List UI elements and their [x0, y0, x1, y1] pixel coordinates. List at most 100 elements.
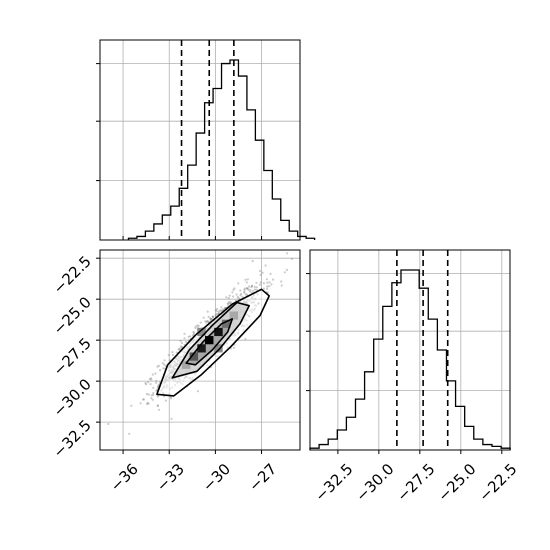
scatter-point [130, 404, 133, 407]
scatter-point [179, 339, 182, 343]
scatter-point [243, 287, 246, 290]
scatter-point [183, 337, 186, 340]
hist1-frame [99, 39, 301, 241]
hist2-x-tick-label: −32.5 [311, 460, 356, 505]
scatter-point [249, 290, 252, 293]
density-cell [214, 327, 223, 337]
scatter-point [218, 311, 221, 314]
scatter-point [197, 324, 200, 327]
scatter-point [167, 354, 170, 357]
scatter-point [163, 359, 166, 362]
scatter-x-tick-label: −33 [153, 460, 188, 495]
scatter-point [149, 377, 152, 380]
scatter-point [204, 320, 207, 323]
scatter-point [258, 269, 261, 273]
scatter-point [157, 384, 160, 387]
scatter-point [247, 288, 250, 291]
scatter-point [145, 392, 148, 396]
scatter-point [150, 397, 153, 400]
scatter-point [157, 408, 161, 411]
density-cell [221, 319, 231, 328]
scatter-point [226, 303, 229, 306]
scatter-point [150, 378, 153, 381]
scatter-point [210, 317, 213, 321]
scatter-point [250, 286, 253, 289]
scatter-point [180, 342, 184, 345]
scatter-point [210, 317, 213, 320]
scatter-point [164, 399, 167, 402]
scatter-point [150, 394, 153, 397]
contour-line-outer [156, 288, 271, 397]
scatter-point [262, 282, 265, 285]
scatter-x-tick-label: −27 [245, 460, 280, 495]
scatter-point [232, 346, 236, 349]
scatter-point [228, 302, 231, 305]
scatter-point [209, 317, 212, 320]
scatter-point [128, 432, 131, 435]
scatter-point [264, 264, 267, 267]
scatter-point [270, 283, 273, 286]
scatter-point [226, 302, 230, 305]
scatter-point [243, 290, 246, 293]
density-cell [229, 311, 239, 320]
density-cell [197, 344, 206, 353]
scatter-point [268, 285, 271, 288]
scatter-point [246, 287, 249, 290]
scatter-point [170, 397, 173, 400]
scatter-point [196, 390, 199, 393]
scatter-point [156, 404, 159, 407]
scatter-point [262, 287, 265, 290]
scatter-point [229, 301, 233, 304]
scatter-point [215, 307, 219, 311]
scatter-point [280, 284, 283, 287]
scatter-point [239, 294, 242, 297]
scatter-y-tick-label: −32.5 [50, 416, 95, 461]
scatter-point [253, 285, 256, 288]
scatter-point [159, 369, 162, 372]
scatter-point [228, 294, 231, 297]
scatter-point [206, 320, 209, 323]
density-cell [205, 336, 214, 345]
hist2-x-tick-label: −27.5 [393, 460, 438, 505]
scatter-point [184, 341, 188, 344]
hist2-steps [309, 269, 511, 450]
scatter-y-tick-label: −22.5 [50, 252, 95, 297]
scatter-point [142, 398, 146, 401]
density-cell [189, 352, 199, 361]
scatter-point [151, 373, 154, 376]
scatter-point [205, 321, 208, 324]
scatter-point [247, 285, 251, 288]
scatter-point [266, 287, 269, 290]
scatter-point [239, 289, 242, 292]
scatter-point [147, 381, 150, 384]
scatter-point [209, 318, 212, 321]
scatter-point [233, 287, 236, 290]
scatter-point [269, 272, 272, 275]
scatter-point [217, 310, 221, 313]
scatter-y-tick-label: −25.0 [50, 293, 95, 338]
density-cell [197, 327, 206, 337]
scatter-point [243, 291, 246, 294]
scatter-point [258, 283, 262, 286]
scatter-point [244, 278, 247, 281]
scatter-point [259, 273, 262, 276]
scatter-point [189, 335, 192, 338]
scatter-point [154, 372, 157, 375]
scatter-point [261, 271, 264, 274]
scatter-point [214, 313, 217, 317]
scatter-point [157, 364, 160, 367]
scatter-point [155, 379, 158, 382]
scatter-point [240, 292, 243, 296]
scatter-point [147, 393, 150, 396]
scatter-point [141, 398, 145, 401]
scatter-point [214, 309, 217, 312]
scatter-point [227, 297, 230, 300]
scatter-point [246, 278, 249, 281]
scatter-point [244, 293, 247, 296]
scatter-point [196, 324, 199, 327]
scatter-point [245, 287, 248, 290]
scatter-point [241, 295, 244, 298]
scatter-point [215, 312, 219, 315]
scatter-point [232, 295, 235, 298]
